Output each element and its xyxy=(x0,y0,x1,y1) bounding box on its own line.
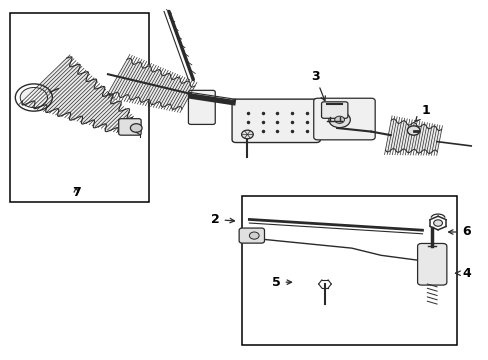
FancyBboxPatch shape xyxy=(313,98,374,140)
Bar xyxy=(10,13,149,202)
FancyBboxPatch shape xyxy=(321,102,347,118)
Text: 4: 4 xyxy=(455,267,470,280)
Text: 6: 6 xyxy=(447,225,470,238)
Bar xyxy=(242,196,456,345)
FancyBboxPatch shape xyxy=(188,90,215,125)
Circle shape xyxy=(130,124,142,132)
FancyBboxPatch shape xyxy=(232,99,320,143)
Circle shape xyxy=(334,116,344,123)
Circle shape xyxy=(407,126,419,135)
Circle shape xyxy=(433,220,442,226)
FancyBboxPatch shape xyxy=(417,243,446,285)
Text: 7: 7 xyxy=(72,186,81,199)
Circle shape xyxy=(249,232,259,239)
Polygon shape xyxy=(22,57,132,132)
Circle shape xyxy=(328,112,349,128)
Circle shape xyxy=(20,87,47,108)
Polygon shape xyxy=(385,119,441,153)
Text: 1: 1 xyxy=(415,104,429,121)
Polygon shape xyxy=(108,58,195,109)
FancyBboxPatch shape xyxy=(119,119,141,135)
Text: 5: 5 xyxy=(271,276,291,289)
Text: 3: 3 xyxy=(310,69,325,101)
Text: 2: 2 xyxy=(210,213,234,226)
FancyBboxPatch shape xyxy=(239,228,264,243)
Circle shape xyxy=(241,130,253,139)
